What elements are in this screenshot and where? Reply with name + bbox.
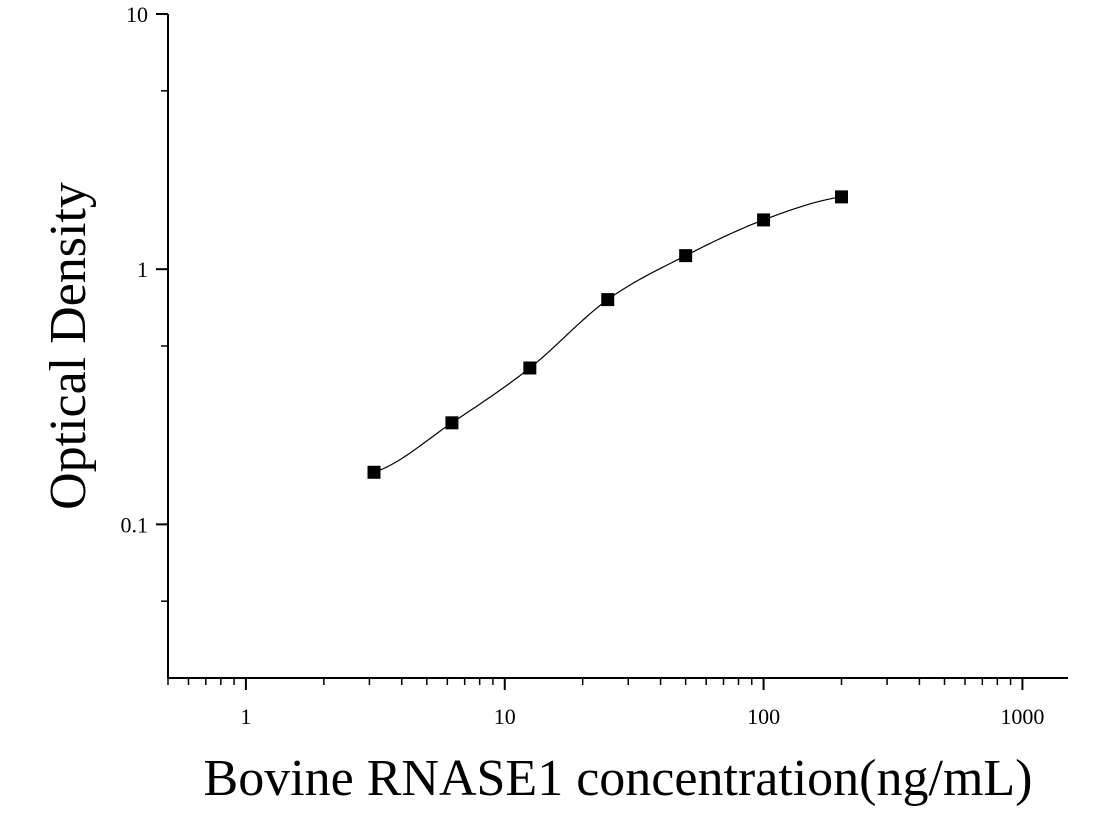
x-ticks: 1 10 100 1000	[167, 678, 1044, 729]
data-point	[835, 190, 849, 204]
data-markers	[367, 190, 849, 479]
y-ticks: 0.1 1 10	[121, 2, 168, 602]
x-tick-label: 1000	[1000, 704, 1044, 729]
y-axis-title: Optical Density	[40, 182, 97, 510]
data-point	[367, 465, 381, 479]
y-tick-label: 0.1	[121, 512, 149, 537]
axes: 1 10 100 1000 0.1 1 10	[121, 2, 1068, 729]
y-tick-label: 10	[126, 2, 148, 27]
x-tick-label: 100	[747, 704, 780, 729]
x-tick-label: 10	[494, 704, 516, 729]
data-point	[445, 416, 459, 430]
y-tick-label: 1	[137, 257, 148, 282]
data-point	[679, 249, 693, 263]
data-point	[757, 213, 771, 227]
x-axis-title: Bovine RNASE1 concentration(ng/mL)	[204, 750, 1033, 807]
fit-curve	[373, 196, 842, 473]
x-tick-label: 1	[240, 704, 251, 729]
data-point	[601, 293, 615, 307]
data-point	[523, 361, 537, 375]
